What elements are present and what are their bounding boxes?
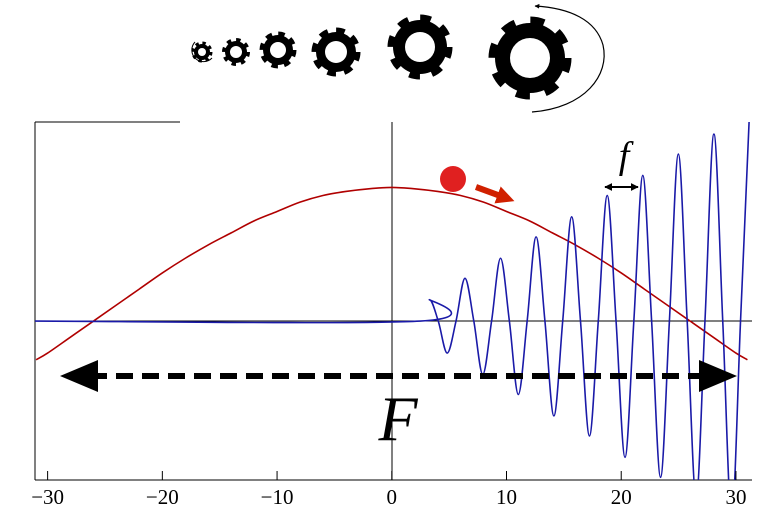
x-tick-label: 20 — [611, 485, 632, 509]
plot-area — [35, 122, 750, 480]
ball — [440, 166, 466, 192]
x-tick-label: 10 — [496, 485, 517, 509]
annotation: F — [377, 383, 418, 454]
annotation: f — [619, 135, 634, 177]
range-arrow-head — [699, 360, 737, 392]
range-arrow-head — [60, 360, 98, 392]
x-tick-label: −30 — [31, 485, 64, 509]
series-line — [35, 122, 750, 480]
x-tick-label: 0 — [387, 485, 398, 509]
gears — [191, 3, 605, 113]
x-tick-label: 30 — [725, 485, 746, 509]
ball-arrow — [474, 184, 515, 204]
x-tick-label: −10 — [261, 485, 294, 509]
series-line — [35, 186, 748, 361]
frame — [34, 121, 752, 481]
x-tick-label: −20 — [146, 485, 179, 509]
